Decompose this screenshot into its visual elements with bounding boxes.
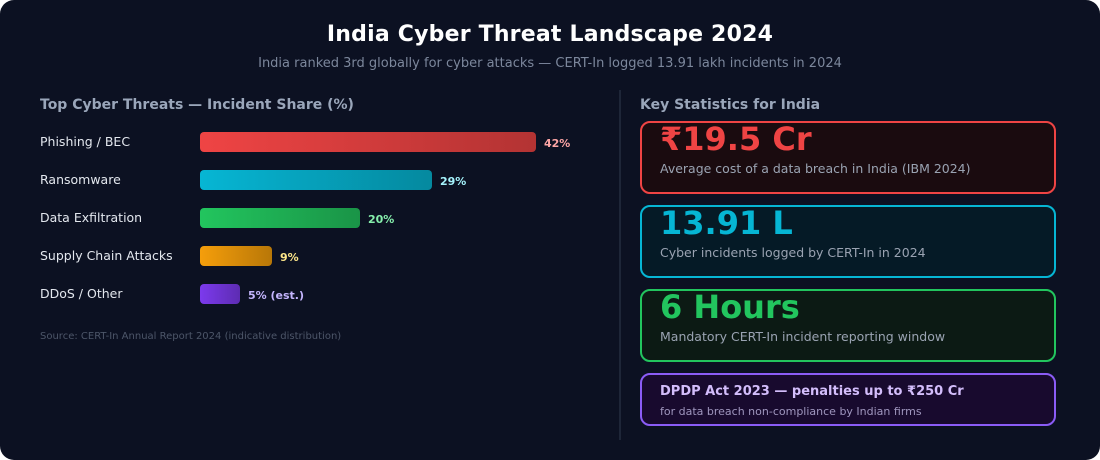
stat-card-reporting-window: 6 Hours Mandatory CERT-In incident repor… [640, 289, 1056, 362]
section-divider [619, 90, 621, 440]
bar [200, 170, 432, 190]
stat-description: Cyber incidents logged by CERT-In in 202… [660, 245, 926, 260]
stat-description: Average cost of a data breach in India (… [660, 161, 971, 176]
chart-title: Top Cyber Threats — Incident Share (%) [40, 97, 354, 113]
page-subtitle: India ranked 3rd globally for cyber atta… [258, 56, 842, 71]
stat-value: ₹19.5 Cr [660, 120, 812, 158]
bar [200, 284, 240, 304]
bar-value-label: 9% [280, 251, 299, 264]
chart-source: Source: CERT-In Annual Report 2024 (indi… [40, 331, 342, 342]
page-title: India Cyber Threat Landscape 2024 [326, 22, 774, 47]
bar-category-label: Data Exfiltration [40, 210, 143, 225]
bar-category-label: Phishing / BEC [40, 134, 131, 149]
stats-title: Key Statistics for India [640, 97, 821, 113]
bar-value-label: 29% [440, 175, 467, 188]
bar-category-label: Ransomware [40, 172, 121, 187]
stat-value: 13.91 L [660, 204, 793, 242]
dpdp-title: DPDP Act 2023 — penalties up to ₹250 Cr [660, 384, 964, 399]
bar-value-label: 20% [368, 213, 395, 226]
stat-card-breach-cost: ₹19.5 Cr Average cost of a data breach i… [640, 121, 1056, 194]
dpdp-description: for data breach non-compliance by Indian… [660, 405, 922, 418]
bar-category-label: DDoS / Other [40, 286, 123, 301]
bar-value-label: 42% [544, 137, 571, 150]
stat-description: Mandatory CERT-In incident reporting win… [660, 329, 946, 344]
bar [200, 208, 360, 228]
bar-value-label: 5% (est.) [248, 289, 305, 302]
stat-card-incidents: 13.91 L Cyber incidents logged by CERT-I… [640, 205, 1056, 278]
stat-value: 6 Hours [660, 288, 800, 326]
dpdp-penalty-banner: DPDP Act 2023 — penalties up to ₹250 Cr … [640, 373, 1056, 426]
bar [200, 132, 536, 152]
bar-category-label: Supply Chain Attacks [40, 248, 173, 263]
bar [200, 246, 272, 266]
